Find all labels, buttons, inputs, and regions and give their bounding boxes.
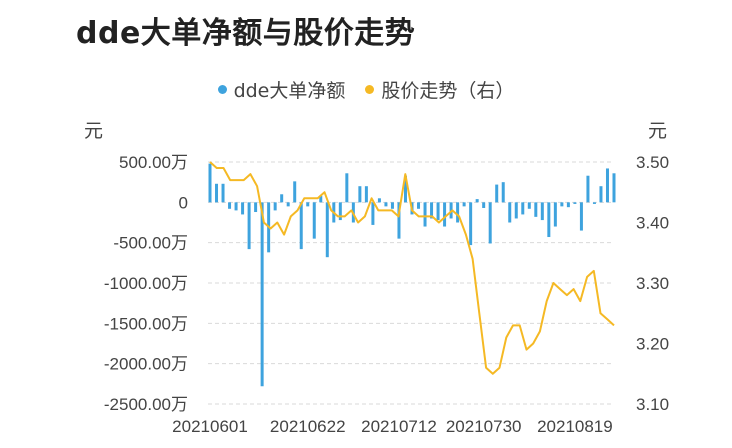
x-tick-label: 20210601 — [172, 417, 248, 436]
dde-bar — [534, 202, 538, 217]
dde-bar — [599, 186, 603, 203]
dde-bar — [566, 202, 570, 208]
dde-bar — [475, 199, 479, 203]
dde-bar — [371, 202, 375, 225]
right-tick-label: 3.20 — [636, 335, 669, 354]
dde-bar — [469, 202, 473, 246]
dde-bar — [456, 202, 460, 223]
legend-label: 股价走势（右） — [381, 80, 515, 102]
dde-bar — [397, 202, 401, 239]
line-series — [209, 161, 615, 375]
dde-bar — [221, 183, 225, 203]
dde-bar — [586, 175, 590, 203]
dde-bar — [299, 202, 303, 250]
dde-bar — [488, 202, 492, 244]
left-tick-label: -2500.00万 — [104, 395, 188, 414]
dde-bar — [501, 182, 505, 203]
dde-bar — [345, 173, 349, 203]
right-tick-label: 3.40 — [636, 214, 669, 233]
dde-bar — [286, 202, 290, 207]
dde-bar — [338, 202, 342, 221]
dde-bar — [521, 202, 525, 215]
dde-bar — [495, 184, 499, 203]
dde-bar — [462, 202, 466, 207]
chart-legend: dde大单净额 股价走势（右） — [0, 76, 732, 103]
left-tick-label: -500.00万 — [113, 234, 188, 253]
dde-bar — [436, 202, 440, 221]
bar-series — [208, 163, 616, 387]
legend-item-dde[interactable]: dde大单净额 — [217, 76, 346, 103]
dde-bar — [540, 202, 544, 221]
dde-bar — [430, 202, 434, 219]
dde-bar — [560, 202, 564, 207]
dde-bar — [319, 195, 323, 203]
legend-dot-icon — [365, 85, 375, 94]
right-axis-ticks: 3.50 3.40 3.30 3.20 3.10 — [636, 153, 669, 414]
dde-bar — [306, 202, 310, 207]
left-axis-ticks: 500.00万 0 -500.00万 -1000.00万 -1500.00万 -2000.… — [104, 153, 188, 414]
right-tick-label: 3.50 — [636, 153, 669, 172]
dde-bar — [482, 202, 486, 208]
dde-bar — [312, 202, 316, 239]
dde-bar — [384, 202, 388, 207]
dde-bar — [390, 202, 394, 209]
dde-bar — [358, 186, 362, 203]
dde-bar — [208, 163, 212, 203]
dde-bar — [234, 202, 238, 211]
left-tick-label: -1500.00万 — [104, 314, 188, 333]
chart-title: dde大单净额与股价走势 — [76, 16, 416, 51]
dde-bar — [215, 183, 219, 203]
legend-label: dde大单净额 — [233, 80, 346, 102]
left-tick-label: 0 — [179, 193, 188, 212]
dde-bar — [260, 202, 264, 387]
dde-bar — [443, 202, 447, 227]
x-tick-label: 20210622 — [270, 417, 346, 436]
dde-bar — [423, 202, 427, 227]
dde-bar — [592, 202, 596, 204]
dde-bar — [293, 181, 297, 203]
x-tick-label: 20210819 — [537, 417, 613, 436]
dde-bar — [241, 202, 245, 215]
left-axis-unit: 元 — [84, 120, 104, 142]
x-tick-label: 20210712 — [361, 417, 437, 436]
dde-bar — [417, 202, 421, 209]
dde-bar — [547, 202, 551, 238]
dde-bar — [573, 202, 577, 204]
dde-bar — [228, 202, 232, 209]
left-tick-label: 500.00万 — [119, 153, 188, 172]
dde-bar — [605, 168, 609, 203]
dde-bar — [377, 198, 381, 203]
dde-bar — [247, 202, 251, 250]
left-tick-label: -1000.00万 — [104, 274, 188, 293]
legend-item-price[interactable]: 股价走势（右） — [365, 76, 514, 103]
dde-bar — [364, 186, 368, 203]
right-tick-label: 3.10 — [636, 395, 669, 414]
left-tick-label: -2000.00万 — [104, 355, 188, 374]
price-line — [209, 161, 615, 375]
dde-bar — [612, 173, 616, 203]
dde-bar — [514, 202, 518, 219]
dde-bar — [579, 202, 583, 231]
right-axis-unit: 元 — [648, 120, 668, 142]
dde-bar — [403, 175, 407, 203]
dde-bar — [254, 202, 258, 213]
dde-bar — [553, 202, 557, 227]
dde-bar — [280, 194, 284, 203]
grid-lines — [208, 161, 612, 405]
x-tick-label: 20210730 — [446, 417, 522, 436]
dde-bar — [527, 202, 531, 209]
dde-bar — [508, 202, 512, 223]
x-axis-ticks: 20210601 20210622 20210712 20210730 20210819 — [172, 417, 613, 436]
right-tick-label: 3.30 — [636, 274, 669, 293]
dde-bar — [273, 202, 277, 211]
dde-bar — [325, 202, 329, 258]
legend-dot-icon — [217, 85, 227, 94]
